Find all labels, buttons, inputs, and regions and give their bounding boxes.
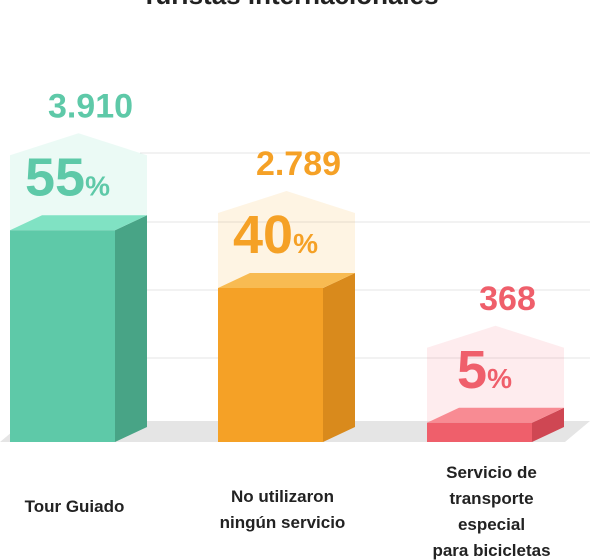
x-tick-label: No utilizaron bbox=[231, 487, 334, 506]
ghost-shape bbox=[427, 325, 564, 423]
x-tick-label: transporte bbox=[449, 489, 533, 508]
chart-title: Turistas internacionales bbox=[141, 0, 438, 10]
bar-side bbox=[115, 215, 147, 442]
guides bbox=[140, 152, 590, 359]
ghost-shape bbox=[10, 133, 147, 231]
percent-value: 40 bbox=[233, 205, 293, 265]
x-tick-label: ningún servicio bbox=[220, 513, 346, 532]
value-label: 3.910 bbox=[48, 87, 133, 125]
value-label: 2.789 bbox=[256, 145, 341, 183]
bar-side bbox=[323, 273, 355, 442]
percent-unit: % bbox=[487, 363, 512, 394]
bar bbox=[218, 288, 323, 442]
ghost-shape bbox=[218, 191, 355, 288]
bar-top bbox=[218, 273, 355, 288]
x-tick-label: especial bbox=[458, 515, 525, 534]
value-label: 368 bbox=[479, 280, 536, 318]
x-tick-label: Servicio de bbox=[446, 463, 537, 482]
bar bbox=[10, 230, 115, 442]
x-tick-label: para bicicletas bbox=[432, 541, 550, 560]
bar-top bbox=[427, 407, 564, 423]
bar-top bbox=[10, 215, 147, 231]
bar bbox=[427, 422, 532, 442]
x-tick-label: Tour Guiado bbox=[25, 497, 125, 516]
percent-label: 5% bbox=[457, 340, 512, 400]
percent-value: 5 bbox=[457, 340, 487, 400]
percent-unit: % bbox=[293, 228, 318, 259]
percent-label: 40% bbox=[233, 205, 318, 265]
bar-side bbox=[532, 407, 564, 442]
percent-value: 55 bbox=[25, 147, 85, 207]
percent-label: 55% bbox=[25, 147, 110, 207]
percent-unit: % bbox=[85, 170, 110, 201]
